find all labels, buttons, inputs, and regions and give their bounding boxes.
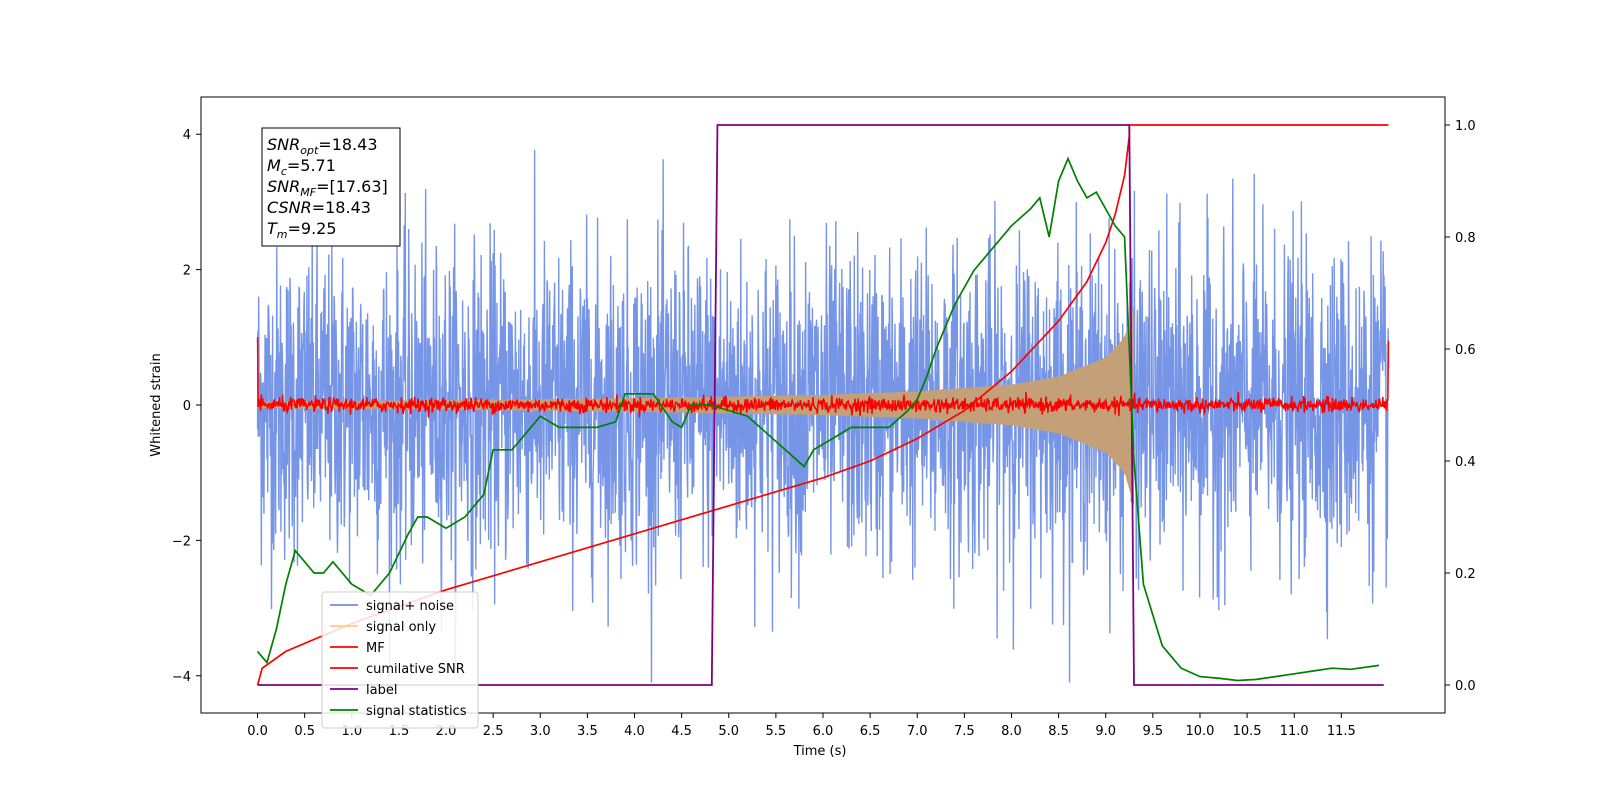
x-tick-label: 9.0 [1095, 724, 1116, 739]
x-tick-label: 6.5 [860, 724, 881, 739]
x-tick-label: 8.0 [1001, 724, 1022, 739]
x-tick-label: 3.5 [577, 724, 598, 739]
annotation-snr-opt: SNRopt=18.43 [267, 135, 378, 157]
y-tick-label: −2 [172, 534, 191, 549]
x-tick-label: 5.0 [718, 724, 739, 739]
legend-entry-label: label [366, 683, 397, 698]
y-tick-label: 0 [183, 399, 191, 414]
y2-tick-label: 0.8 [1455, 231, 1476, 246]
annotation-snr-mf: SNRMF=[17.63] [267, 177, 388, 199]
y-axis-right: 1.0 0.8 0.6 0.4 0.2 0.0 [1445, 119, 1476, 694]
y-axis-label: Whitened strain [149, 353, 164, 456]
x-tick-label: 11.0 [1280, 724, 1309, 739]
x-axis-label: Time (s) [793, 744, 847, 759]
legend-entry-label: signal only [366, 620, 436, 635]
y2-tick-label: 1.0 [1455, 119, 1476, 134]
x-tick-label: 4.5 [671, 724, 692, 739]
x-tick-label: 2.5 [483, 724, 504, 739]
x-tick-label: 10.5 [1233, 724, 1262, 739]
y2-tick-label: 0.0 [1455, 679, 1476, 694]
legend-entry-label: MF [366, 641, 385, 656]
y2-tick-label: 0.2 [1455, 567, 1476, 582]
series-mf [256, 337, 1390, 418]
x-tick-label: 4.0 [624, 724, 645, 739]
x-tick-label: 7.5 [954, 724, 975, 739]
x-tick-label: 10.0 [1185, 724, 1214, 739]
x-tick-label: 5.5 [766, 724, 787, 739]
annotation-tm: Tm=9.25 [267, 219, 337, 241]
y-tick-label: 2 [183, 264, 191, 279]
legend-entry-label: cumilative SNR [366, 662, 465, 677]
legend-frame [321, 591, 479, 729]
x-tick-label: 3.0 [530, 724, 551, 739]
y-tick-label: 4 [183, 128, 191, 143]
y-axis-left: 4 2 0 −2 −4 [172, 128, 201, 685]
y2-tick-label: 0.4 [1455, 455, 1476, 470]
y2-tick-label: 0.6 [1455, 343, 1476, 358]
series-signal-statistics [256, 156, 1380, 682]
y-tick-label: −4 [172, 670, 191, 685]
legend-entry-label: signal statistics [366, 704, 467, 719]
x-tick-label: 7.0 [907, 724, 928, 739]
x-tick-label: 9.5 [1143, 724, 1164, 739]
series-label [257, 124, 1384, 686]
x-tick-label: 0.5 [294, 724, 315, 739]
annotation-mc: Mc=5.71 [267, 156, 336, 178]
annotation-box: SNRopt=18.43 Mc=5.71 SNRMF=[17.63] CSNR=… [261, 127, 401, 247]
x-tick-label: 8.5 [1048, 724, 1069, 739]
x-tick-label: 6.0 [813, 724, 834, 739]
x-tick-label: 11.5 [1327, 724, 1356, 739]
annotation-csnr: CSNR=18.43 [267, 198, 371, 217]
x-tick-label: 0.0 [247, 724, 268, 739]
legend-entry-label: signal+ noise [366, 599, 454, 614]
legend: signal+ noise signal only MF cumilative SNR… [321, 591, 479, 729]
